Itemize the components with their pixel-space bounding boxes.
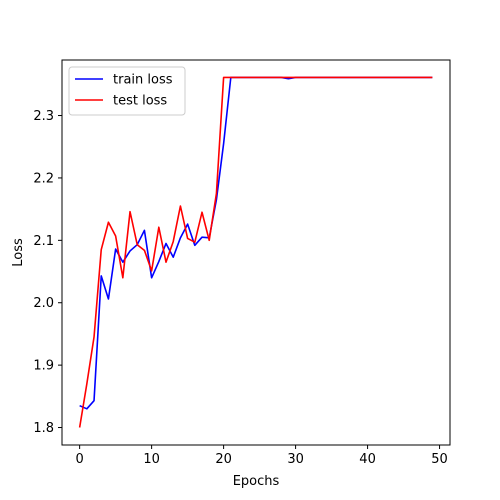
x-tick-label: 10 <box>143 452 160 467</box>
plot-area <box>78 76 433 428</box>
legend-label-1: test loss <box>113 94 167 109</box>
x-tick-label: 30 <box>287 452 304 467</box>
x-tick-label: 40 <box>359 452 376 467</box>
series-line-0 <box>79 76 433 410</box>
y-tick-label: 2.2 <box>33 171 54 186</box>
y-tick-label: 1.9 <box>33 359 54 374</box>
y-axis-label: Loss <box>11 238 26 267</box>
y-axis: 1.8 1.9 2.0 2.1 2.2 2.3 <box>33 109 62 436</box>
x-tick-label: 0 <box>75 452 83 467</box>
axes-frame <box>61 59 451 446</box>
y-tick-label: 2.3 <box>33 109 54 124</box>
series-line-1 <box>78 76 433 428</box>
y-tick-label: 1.8 <box>33 421 54 436</box>
x-axis-label: Epochs <box>233 474 280 489</box>
x-tick-label: 20 <box>215 452 232 467</box>
y-tick-label: 2.1 <box>33 234 54 249</box>
x-tick-label: 50 <box>431 452 448 467</box>
y-tick-label: 2.0 <box>33 296 54 311</box>
x-axis: 0 10 20 30 40 50 <box>75 445 448 467</box>
legend-label-0: train loss <box>113 73 173 88</box>
legend: train loss test loss <box>68 66 186 116</box>
